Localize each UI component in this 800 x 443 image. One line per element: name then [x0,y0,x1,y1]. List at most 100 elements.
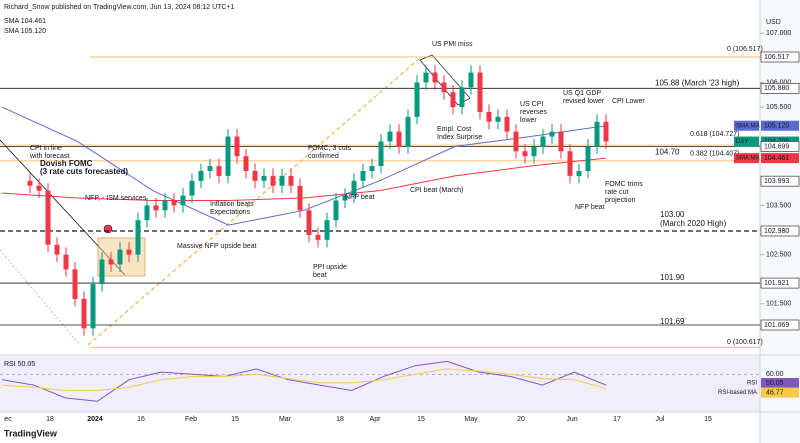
annotation: Inflation beats [210,201,254,208]
annotation: US PMI miss [432,41,473,48]
annotation: CPI beat (March) [410,187,463,194]
candle-body [414,82,420,117]
candle-body [477,72,483,112]
currency: USD [766,19,781,26]
publisher: Richard_Snow published on TradingView.co… [4,4,235,11]
rsi-line [1,368,607,391]
candle-body [54,244,60,255]
candle-body [297,185,303,211]
candle-body [279,175,285,186]
candle-body [351,180,357,196]
x-tick-label: Jun [566,416,577,423]
x-tick-label: 16 [137,416,145,423]
rsi-title: RSI 50.05 [4,361,35,368]
price-axis-bg [760,0,800,443]
annotation: (3 rate cuts forecasted) [40,167,128,176]
x-tick-label: Jul [656,416,665,423]
rsi-label-box [761,378,799,389]
candle-body [585,146,591,171]
x-tick-label: 15 [417,416,425,423]
candle-body [360,170,366,181]
candle-body [378,141,384,167]
candle-body [540,136,546,147]
candle-body [144,205,150,221]
level-label: 0.382 (104.407) [690,151,739,158]
event-marker [103,224,113,234]
candle-body [315,234,321,240]
price-tag: SMA:MA [736,156,760,162]
annotation: US Q1 GDP [563,90,601,97]
price-label: 106.517 [764,54,789,61]
level-label: 0 (106.517) [727,46,763,53]
fib-trend [87,57,421,346]
rsi-name: RSI [747,381,757,387]
x-tick-label: 15 [231,416,239,423]
level-label: 104.70 [655,147,680,156]
rsi-line [1,360,607,402]
candle-body [270,175,276,186]
y-tick-label: 106.000 [766,79,791,86]
candle-body [504,116,510,132]
annotation: beat [313,272,327,279]
price-label-box [760,319,800,331]
sma-line [1,106,607,226]
price-label-box [760,225,800,237]
candle-body [234,136,240,157]
candle-body [468,72,474,88]
candle-body [171,200,177,206]
candle-body [27,180,33,186]
candle-body [531,146,537,157]
x-tick-label: 20 [517,416,525,423]
candle-body [450,92,456,108]
candle-body [558,131,564,152]
x-tick-label: ec [4,416,12,423]
candle-body [405,116,411,147]
candle-body [99,259,105,285]
price-label-box [761,153,799,164]
candle-body [333,200,339,221]
candle-body [81,298,87,329]
footer: TradingView [4,428,58,438]
sma-line [1,157,607,201]
annotation: FOMC, 3 cuts [308,145,352,152]
annotation: confirmed [308,153,339,160]
candle-body [243,156,249,171]
candle-body [495,116,501,122]
candle-body [36,185,42,191]
rsi-label-box [761,387,799,398]
annotation: projection [605,197,635,204]
price-tag: DXY [736,139,748,145]
rsi-value: 46.77 [766,389,784,396]
candle-body [423,72,429,83]
price-tag: SMA:MA [736,123,760,129]
annotation: Empl. Cost [437,126,471,133]
annotation: lower [520,117,537,124]
price-label: 104.461 [764,155,789,162]
candle-body [72,269,78,299]
price-label-box [760,175,800,187]
channel [0,249,81,346]
annotation: with forecast [29,153,69,160]
candle-body [549,131,555,137]
x-tick-label: 18 [46,416,54,423]
x-tick-label: 18 [336,416,344,423]
candle-body [216,166,222,176]
candle-body [261,175,267,181]
price-tag-box [734,136,759,147]
annotation: revised lower [563,98,605,105]
candle-body [117,249,123,265]
price-label: 101.069 [764,322,789,329]
annotation: NFP, - ISM services [85,195,147,202]
rsi-value: 50.05 [766,380,784,387]
price-label: 103.993 [764,178,789,185]
candle-body [342,195,348,201]
annotation: reverses [520,109,547,116]
level-label: 0 (100.617) [727,339,763,346]
sma-legend: SMA 105.120 [4,28,46,35]
level-label: 103.00 [660,210,685,219]
candle-body [162,200,168,211]
annotation: Expectations [210,209,251,216]
annotation: Dovish FOMC [40,159,93,168]
x-tick-label: 17 [613,416,621,423]
